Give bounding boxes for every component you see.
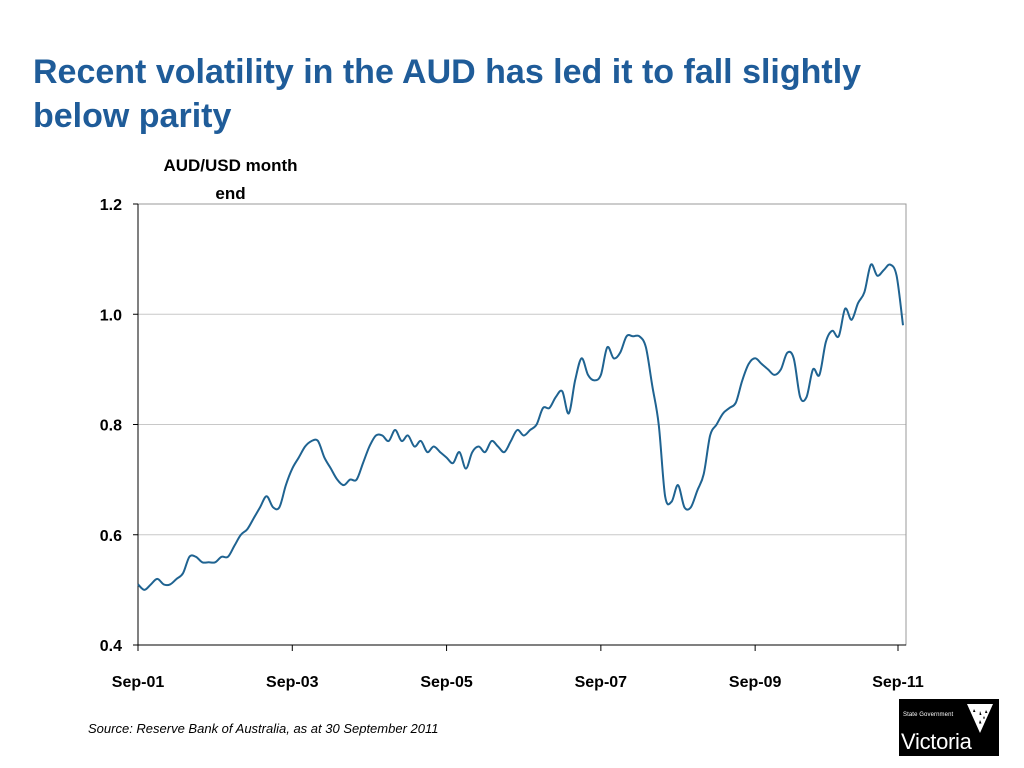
x-tick-label: Sep-09 [729,674,782,691]
series-lines [137,263,904,591]
x-tick-label: Sep-11 [872,674,924,691]
logo-big-text: Victoria [901,729,972,754]
x-tick-labels: Sep-01 Sep-03 Sep-05 Sep-07 Sep-09 Sep-11 [112,674,924,691]
logo-small-text: State Government [903,712,954,718]
y-tick-labels: 0.4 0.6 0.8 1.0 1.2 [100,197,122,655]
x-tick-label: Sep-07 [575,674,628,691]
y-tick-label: 0.8 [100,418,122,435]
y-axis-label: AUD/USD month end [163,156,298,203]
x-tick-label: Sep-05 [420,674,473,691]
y-tick-label: 1.2 [100,197,122,214]
axes [133,203,907,651]
source-note: Source: Reserve Bank of Australia, as at… [88,721,439,736]
y-tick-label: 1.0 [100,307,122,324]
x-tick-label: Sep-01 [112,674,165,691]
y-tick-label: 0.4 [100,638,122,655]
slide-title: Recent volatility in the AUD has led it … [33,53,862,135]
aud-usd-line [137,263,904,591]
victoria-triangle-icon [967,704,993,733]
state-government-victoria-logo: State Government Victoria [899,699,999,756]
x-tick-label: Sep-03 [266,674,319,691]
y-tick-label: 0.6 [100,528,122,545]
gridlines [138,313,906,536]
